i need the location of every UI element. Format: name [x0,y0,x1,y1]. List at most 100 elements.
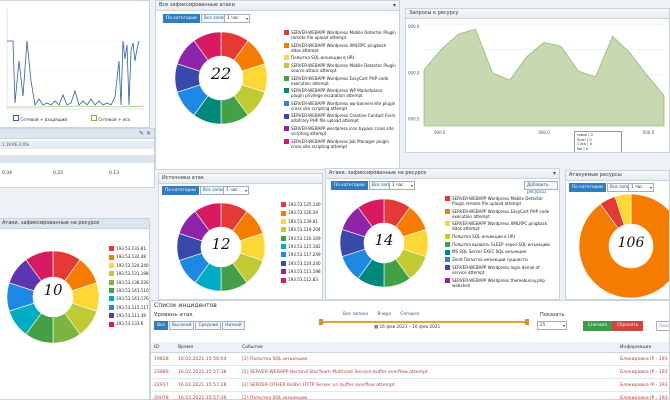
calendar-icon: ▦ [374,325,379,330]
legend-label: 193.53.124.240 [288,260,321,266]
legend-item[interactable]: 193.53.111.39 [109,313,149,319]
legend-item[interactable]: SERVER-WEBAPP Wordpress XMLRPC pingback … [445,221,555,231]
legend-item[interactable]: 193.53.141.176 [109,296,149,302]
legend-label: 193.53.115.182 [288,243,321,249]
legend-label: 193.53.111.39 [116,313,146,318]
legend-item[interactable]: Попытка вызвать SLEEP через SQL инъекцию [445,242,555,247]
table-row[interactable]: 22917 16.02.2021 15:57:28 [2] SERVER-OTHER… [151,378,669,392]
legend-swatch [445,249,450,255]
legend-item[interactable]: SERVER-WEBAPP Wordpress XMLRPC pingback … [284,43,396,53]
legend-item[interactable]: 193.53.111.198 [281,269,322,275]
col-info[interactable]: Информация [617,342,669,353]
resources-by-category-button[interactable]: По категории [569,183,606,192]
legend-swatch [109,254,114,260]
all-infected-period-select[interactable]: 1 час [224,14,250,23]
legend-item[interactable]: SERVER-WEBAPP Wordpress Job Manager plug… [284,139,396,149]
incident-info: Блокировка IP - 193 [617,378,669,392]
attacks-period-select[interactable]: 1 час [389,181,415,190]
legend-item[interactable]: 193.53.116.109 [281,236,322,241]
legend-item[interactable]: Попытка SQL инъекции в URI [284,55,396,61]
level-high-button[interactable]: Высокий [168,321,195,330]
attacks-by-category-button[interactable]: По категории [331,181,368,190]
level-medium-button[interactable]: Средний [195,321,222,330]
legend-item[interactable]: 193.53.125.140 [281,202,322,208]
infected-small-slice[interactable] [25,250,54,282]
legend-item[interactable]: 193.53.138.226 [109,280,149,285]
legend-label: SERVER-WEBAPP Wordpress XMLRPC pingback … [452,221,548,232]
legend-item[interactable]: SERVER-WEBAPP Wordpress EasyCart PHP cod… [445,209,555,219]
legend-item[interactable]: 193.53.139.81 [281,219,322,224]
col-id[interactable]: ID [151,342,175,353]
traffic-series-out [7,105,145,108]
show-count-select[interactable]: 25 [537,321,567,330]
attacks-legend: SERVER-WEBAPP Wordpress Mobile Detector … [445,196,555,290]
legend-item[interactable]: Zend Попытка инъекции сущности [445,257,555,263]
legend-item[interactable]: 193.53.133.81 [109,246,149,252]
legend-item[interactable]: SERVER-WEBAPP wordpress icon bypass cros… [284,126,396,136]
table-row[interactable]: 23889 16.02.2021 15:57:38 [2] SERVER-WEBAP… [151,365,669,379]
legend-label: SERVER-WEBAPP Wordpress XMLRPC pingback … [291,42,387,53]
legend-item[interactable]: 193.53.124.240 [281,260,322,266]
level-low-button[interactable]: Низкий [222,321,245,330]
apply-button[interactable]: Сначала [583,321,612,331]
legend-item[interactable]: 193.53.131.198 [109,271,149,277]
attacks-collapse-icon[interactable]: ▾ [552,170,556,177]
reset-button[interactable]: Сбросить [612,321,644,331]
sources-legend: 193.53.125.140 193.53.126.29 193.53.139.81… [281,202,322,286]
legend-item[interactable]: 193.53.124.240 [109,263,149,268]
legend-item[interactable]: SERVER-WEBAPP Wordpress Creative Contact… [284,113,396,123]
pin-icon[interactable]: ✎ ✕ [139,130,151,137]
table-row[interactable]: 19828 16.02.2021 15:56:04 [2] Попытка SQL … [151,352,669,366]
slider-handle-left[interactable] [319,319,323,325]
legend-item[interactable]: SERVER-WEBAPP Wordpress login denial of … [445,265,555,275]
legend-item[interactable]: SERVER-WEBAPP Wordpress WP Marketplace p… [284,88,396,98]
legend-label: 193.53.112.83 [288,277,318,283]
all-infected-slice[interactable] [193,31,222,61]
slider-handle-right[interactable] [525,319,529,325]
legend-item[interactable]: 193.53.115.182 [281,243,322,250]
period-today-link[interactable]: Сегодня [400,312,420,317]
infected-small-panel: Атаки, зафиксированные на ресурсе 10 193… [0,218,150,400]
search-input[interactable]: Поиск [656,321,669,331]
sources-period-select[interactable]: 1 час [223,186,249,195]
col-event[interactable]: Событие [239,342,617,353]
legend-item[interactable]: SERVER-WEBAPP Wordpress themebunny.php w… [445,278,555,288]
period-yesterday-link[interactable]: Вчера [377,312,391,317]
traffic-legend-out-swatch [91,115,97,121]
legend-item[interactable]: 193.53.112.83 [281,277,322,283]
level-all-button[interactable]: Все [154,321,168,330]
attacks-slice[interactable] [357,198,385,228]
legend-item[interactable]: 193.53.133.6 [109,321,149,327]
legend-item[interactable]: 193.53.141.110 [109,288,149,294]
all-infected-by-category-button[interactable]: По категории [163,14,200,23]
legend-item[interactable]: SERVER-WEBAPP Wordpress Mobile Detector … [284,63,396,73]
sources-slice[interactable] [194,202,222,232]
legend-item[interactable]: SERVER-WEBAPP Wordpress wp-banners-lite … [284,101,396,111]
y-tick-label: 000.0 [408,24,420,29]
legend-item[interactable]: 193.53.117.249 [281,252,322,258]
incident-info: Блокировка IP - 193 [617,391,669,399]
legend-swatch [284,63,289,69]
legend-item[interactable]: Попытка SQL инъекции в URI [445,234,555,239]
legend-item[interactable]: 193.53.126.29 [281,210,322,216]
resources-period-select[interactable]: 1 час [628,183,654,192]
add-resources-button[interactable]: Добавить ресурсы [524,181,558,195]
legend-item[interactable]: MS SQL Server EXEC SQL инъекция [445,249,555,255]
legend-item[interactable]: 193.53.132.48 [109,254,149,260]
col-time[interactable]: Время [175,342,239,353]
period-all-link[interactable]: Все записи [343,312,368,317]
legend-swatch [284,88,289,94]
legend-swatch [281,269,286,275]
date-range-slider[interactable] [321,321,527,323]
legend-item[interactable]: SERVER-WEBAPP Wordpress EasyCart PHP cod… [284,76,396,86]
collapse-icon[interactable]: ▾ [392,2,396,9]
incident-time: 16.02.2021 15:57:36 [175,391,239,399]
resources-slice[interactable] [578,193,670,299]
legend-item[interactable]: 193.53.119.204 [281,227,322,233]
legend-item[interactable]: SERVER-WEBAPP Wordpress Mobile Detector … [445,196,555,206]
legend-item[interactable]: 193.53.115.117 [109,305,149,310]
table-row[interactable]: 20078 16.02.2021 15:57:36 [2] Попытка SQL … [151,391,669,399]
sources-by-category-button[interactable]: По категории [162,186,199,195]
legend-item[interactable]: SERVER-WEBAPP Wordpress Mobile Detector … [284,30,396,40]
resources-slice[interactable] [614,193,632,226]
